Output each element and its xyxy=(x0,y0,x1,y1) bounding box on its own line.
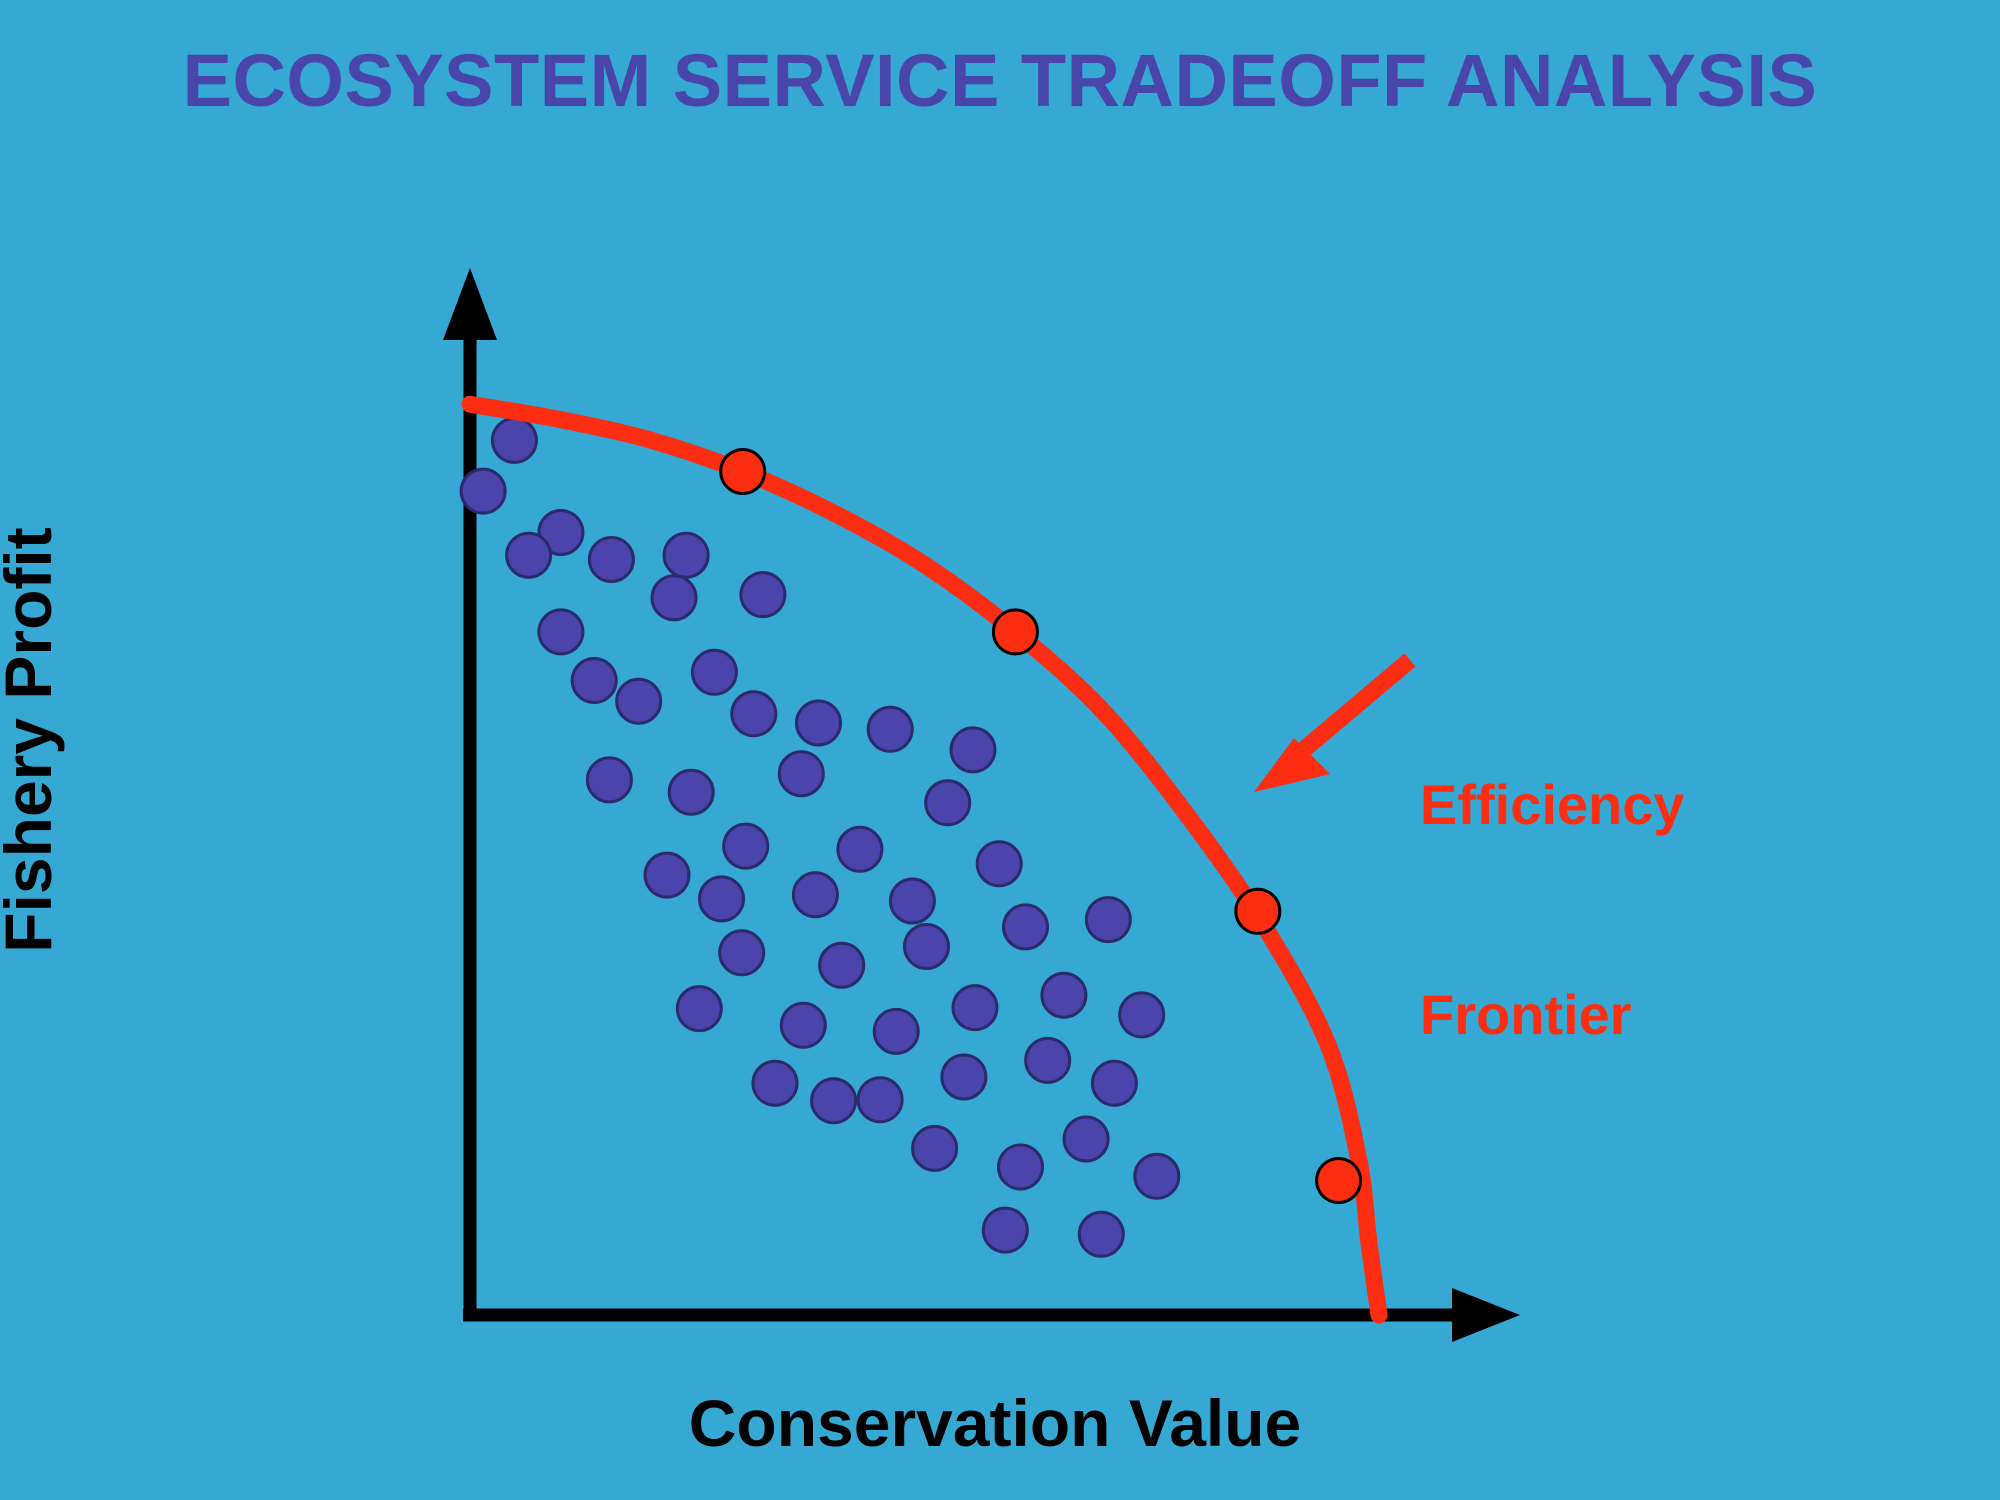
frontier-marker xyxy=(991,608,1039,656)
scatter-point xyxy=(981,1206,1029,1254)
annotation-line-2: Frontier xyxy=(1420,983,1632,1046)
scatter-point xyxy=(951,984,999,1032)
scatter-point xyxy=(1062,1115,1110,1163)
scatter-point xyxy=(1084,896,1132,944)
scatter-point xyxy=(1024,1036,1072,1084)
scatter-point xyxy=(779,1001,827,1049)
frontier-marker xyxy=(719,448,767,495)
scatter-point xyxy=(949,726,997,774)
scatter-point xyxy=(650,574,698,622)
scatter-point xyxy=(1090,1059,1138,1107)
scatter-point xyxy=(662,531,710,579)
scatter-point xyxy=(997,1143,1044,1191)
scatter-point xyxy=(698,875,745,923)
scatter-point xyxy=(810,1077,858,1125)
scatter-point xyxy=(1133,1152,1181,1200)
scatter-point xyxy=(615,677,663,725)
scatter-point xyxy=(818,941,866,989)
scatter-point xyxy=(1040,971,1088,1019)
efficiency-frontier-curve xyxy=(461,395,1388,1324)
scatter-point xyxy=(1002,903,1049,951)
frontier-marker xyxy=(1315,1157,1363,1204)
scatter-point xyxy=(722,822,770,870)
scatter-point xyxy=(1077,1210,1125,1258)
scatter-point xyxy=(739,571,787,619)
scatter-point xyxy=(730,690,778,738)
scatter-point xyxy=(924,779,972,827)
scatter-point xyxy=(585,756,633,804)
scatter-point xyxy=(1118,991,1166,1039)
scatter-point xyxy=(777,750,825,798)
scatter-point xyxy=(866,705,914,753)
scatter-point xyxy=(791,871,839,919)
scatter-point xyxy=(872,1007,920,1055)
scatter-point xyxy=(751,1059,799,1107)
frontier-marker xyxy=(1234,887,1282,935)
efficiency-frontier-annotation: Efficiency Frontier xyxy=(1420,630,1685,1190)
scatter-point xyxy=(975,840,1023,888)
scatter-point xyxy=(675,985,723,1033)
scatter-point xyxy=(570,657,618,704)
y-axis xyxy=(443,268,497,1315)
scatter-point xyxy=(537,608,585,656)
scatter-point xyxy=(643,851,691,899)
scatter-point xyxy=(940,1053,988,1101)
scatter-point xyxy=(888,877,936,925)
page-title: ECOSYSTEM SERVICE TRADEOFF ANALYSIS xyxy=(182,39,1818,122)
scatter-point xyxy=(718,929,766,977)
scatter-point xyxy=(911,1124,959,1172)
scatter-point xyxy=(856,1076,904,1124)
scatter-point xyxy=(537,509,585,556)
annotation-line-1: Efficiency xyxy=(1420,773,1685,836)
x-axis-label: Conservation Value xyxy=(688,1386,1302,1460)
scatter-point xyxy=(690,648,738,696)
y-axis-label: Fishery Profit xyxy=(0,527,65,953)
scatter-points-layer xyxy=(459,416,1181,1258)
scatter-point xyxy=(459,467,507,515)
scatter-point xyxy=(836,825,884,873)
scatter-point xyxy=(490,416,538,464)
scatter-point xyxy=(505,531,553,579)
x-axis xyxy=(463,1288,1520,1342)
scatter-point xyxy=(587,536,635,583)
scatter-point xyxy=(795,699,842,747)
frontier-marker-layer xyxy=(719,448,1363,1204)
annotation-arrow-icon xyxy=(1254,653,1416,792)
scatter-point xyxy=(903,923,950,970)
scatter-point xyxy=(667,768,715,816)
